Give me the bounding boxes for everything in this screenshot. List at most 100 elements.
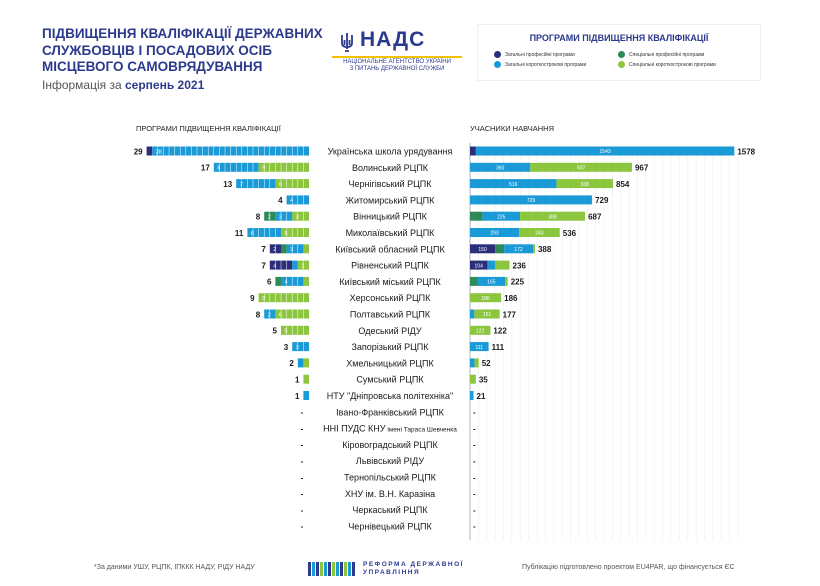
participant-total-label: -	[473, 522, 476, 531]
program-total-label: 1	[295, 376, 300, 385]
program-total-label: 7	[261, 245, 266, 254]
participant-total-label: 122	[493, 327, 507, 336]
participant-segment	[470, 325, 491, 335]
participant-segment	[470, 276, 478, 286]
participant-segment-label: 1543	[600, 149, 611, 155]
program-segment	[146, 146, 153, 156]
participant-total-label: 225	[511, 278, 525, 287]
row-label-main: НТУ "Дніпровська політехніка"	[327, 391, 453, 401]
reform-text: РЕФОРМА ДЕРЖАВНОЇ УПРАВЛІННЯ	[363, 561, 464, 577]
participant-total-label: 388	[538, 245, 552, 254]
participant-total-label: 177	[503, 310, 517, 319]
participant-segment	[530, 162, 632, 172]
row-label-main: Житомирський РЦПК	[346, 195, 435, 205]
program-segment-label: 3	[296, 215, 299, 221]
row-label: Вінницький РЦПК	[353, 212, 427, 222]
program-segment	[281, 228, 309, 237]
program-segment-label: 3	[279, 215, 282, 221]
participant-segment	[470, 179, 557, 189]
participant-segment	[556, 179, 614, 189]
participant-segment	[505, 276, 508, 286]
logo-divider	[332, 56, 462, 58]
row-label-main: Хмельницький РЦПК	[346, 358, 434, 368]
row-label-main: Волинський РЦПК	[352, 163, 429, 173]
program-segment	[275, 276, 281, 286]
legend-item-special-prof: Спеціальні професійні програми	[618, 51, 704, 58]
participant-segment	[495, 244, 505, 254]
logo-agency: НАЦІОНАЛЬНЕ АГЕНТСТВО УКРАЇНИ З ПИТАНЬ Д…	[332, 59, 462, 73]
row-label-main: Львівський РІДУ	[356, 456, 424, 466]
row-label: ХНУ ім. В.Н. Каразіна	[345, 489, 435, 499]
program-total-label: 17	[201, 164, 210, 173]
program-segment-label: 5	[285, 329, 288, 335]
row-label-main: Чернівецький РЦПК	[348, 521, 432, 531]
program-total-label: -	[301, 424, 304, 433]
subtitle: Інформація за серпень 2021	[42, 78, 342, 92]
subtitle-prefix: Інформація за	[42, 77, 122, 92]
legend-label: Загальні професійні програми	[505, 51, 575, 58]
row-label-main: Вінницький РЦПК	[353, 212, 427, 222]
participant-total-label: 236	[513, 261, 527, 270]
reform-bars-icon	[308, 562, 355, 576]
source-note: *За даними УШУ, РЦПК, ІПККК НАДУ, РІДУ Н…	[94, 564, 255, 571]
program-total-label: 8	[256, 310, 261, 319]
program-segment	[292, 342, 309, 352]
participant-segment	[477, 276, 506, 286]
participant-segment-label: 243	[535, 231, 544, 237]
participant-total-label: -	[473, 457, 476, 466]
program-total-label: 29	[134, 147, 143, 156]
row-label: Івано-Франківський РЦПК	[336, 407, 444, 417]
participant-segment	[519, 228, 560, 237]
program-segment	[303, 374, 309, 384]
program-segment-label: 6	[279, 312, 282, 318]
program-segment-label: 5	[285, 231, 288, 237]
participant-segment	[470, 146, 476, 156]
legend-dot	[618, 61, 625, 68]
program-segment	[297, 358, 304, 368]
program-total-label: -	[301, 522, 304, 531]
row-label-main: ХНУ ім. В.Н. Каразіна	[345, 489, 435, 499]
program-segment	[236, 179, 276, 189]
participant-segment-label: 122	[476, 329, 485, 335]
participant-total-label: -	[473, 473, 476, 482]
program-segment-label: 9	[262, 296, 265, 302]
row-label-main: Українська школа урядування	[328, 147, 453, 157]
participant-segment-label: 172	[514, 247, 523, 253]
program-total-label: 1	[295, 392, 300, 401]
participant-segment-label: 111	[475, 345, 483, 351]
program-segment-label: 4	[290, 198, 293, 204]
program-total-label: 7	[261, 261, 266, 270]
program-segment	[275, 211, 293, 221]
participant-segment-label: 338	[581, 182, 590, 188]
row-label: Полтавський РЦПК	[350, 310, 431, 320]
row-label: Волинський РЦПК	[352, 163, 429, 173]
participant-segment-label: 225	[497, 214, 506, 220]
participants-column-title: УЧАСНИКИ НАВЧАННЯ	[470, 124, 555, 133]
row-label: Миколаївський РЦПК	[346, 228, 436, 238]
row-label: Київський обласний РЦПК	[335, 244, 445, 254]
program-segment-label: 7	[240, 182, 243, 188]
publication-note: Публікацію підготовлено проектом EU4PAR,…	[522, 564, 735, 571]
logo-agency-line-2: З ПИТАНЬ ДЕРЖАВНОЇ СЛУЖБИ	[349, 66, 445, 72]
program-segment-label: 2	[268, 215, 271, 221]
participant-segment-label: 729	[527, 198, 536, 204]
participant-segment	[504, 244, 533, 254]
program-segment-label: 4	[273, 263, 276, 269]
program-segment-label: 6	[279, 182, 282, 188]
program-total-label: 13	[223, 180, 232, 189]
legend-label: Спеціальні професійні програми	[629, 51, 705, 58]
program-total-label: 9	[250, 294, 255, 303]
program-total-label: 2	[289, 359, 294, 368]
program-total-label: -	[301, 441, 304, 450]
program-segment-label: 3	[290, 247, 293, 253]
row-label-main: Запорізький РЦПК	[351, 342, 429, 352]
row-label-main: Черкаський РЦПК	[352, 505, 428, 515]
reform-line-1: РЕФОРМА ДЕРЖАВНОЇ	[363, 561, 464, 568]
participant-segment	[470, 260, 488, 270]
participant-segment-label: 150	[478, 247, 487, 253]
program-segment-label: 4	[285, 280, 288, 286]
program-total-label: 4	[278, 196, 283, 205]
row-label: Запорізький РЦПК	[351, 342, 429, 352]
participant-segment-label: 104	[475, 263, 484, 269]
